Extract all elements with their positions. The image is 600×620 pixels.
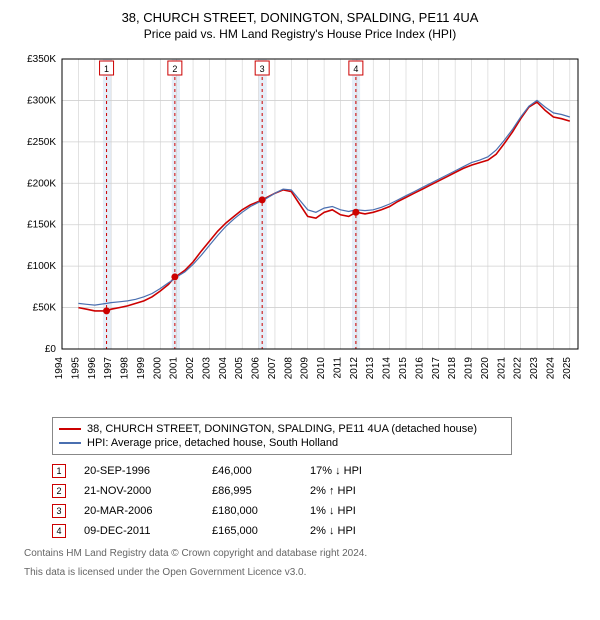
sale-price: £86,995 [212,485,292,497]
footnote-1: Contains HM Land Registry data © Crown c… [24,547,588,560]
svg-text:1998: 1998 [120,357,131,380]
sale-date: 21-NOV-2000 [84,485,194,497]
svg-text:£0: £0 [45,344,57,355]
svg-text:2000: 2000 [152,357,163,380]
legend-swatch-price [59,428,81,430]
sale-marker: 4 [52,524,66,538]
svg-text:2001: 2001 [169,357,180,380]
svg-text:2: 2 [172,64,177,74]
svg-text:2005: 2005 [234,357,245,380]
svg-text:2007: 2007 [267,357,278,380]
legend-label-price: 38, CHURCH STREET, DONINGTON, SPALDING, … [87,423,477,435]
svg-text:2016: 2016 [414,357,425,380]
legend-box: 38, CHURCH STREET, DONINGTON, SPALDING, … [52,417,512,455]
sale-price: £165,000 [212,525,292,537]
svg-text:1995: 1995 [70,357,81,380]
sale-marker: 1 [52,464,66,478]
sales-list: 1 20-SEP-1996 £46,000 17% ↓ HPI 2 21-NOV-2000… [52,461,552,541]
sale-row: 3 20-MAR-2006 £180,000 1% ↓ HPI [52,501,552,521]
svg-text:2003: 2003 [201,357,212,380]
svg-text:2015: 2015 [398,357,409,380]
svg-text:1996: 1996 [87,357,98,380]
chart-subtitle: Price paid vs. HM Land Registry's House … [12,27,588,41]
legend-swatch-hpi [59,442,81,444]
sale-price: £46,000 [212,465,292,477]
svg-text:£50K: £50K [33,303,57,314]
sale-date: 20-MAR-2006 [84,505,194,517]
svg-text:2002: 2002 [185,357,196,380]
svg-text:£300K: £300K [27,95,56,106]
sale-price: £180,000 [212,505,292,517]
svg-text:2006: 2006 [251,357,262,380]
sale-delta: 2% ↓ HPI [310,525,390,537]
svg-text:2009: 2009 [300,357,311,380]
svg-text:£100K: £100K [27,261,56,272]
svg-text:2019: 2019 [464,357,475,380]
svg-text:2022: 2022 [513,357,524,380]
sale-marker: 3 [52,504,66,518]
svg-text:2018: 2018 [447,357,458,380]
legend-label-hpi: HPI: Average price, detached house, Sout… [87,437,338,449]
svg-text:2025: 2025 [562,357,573,380]
svg-text:£150K: £150K [27,220,56,231]
svg-text:2023: 2023 [529,357,540,380]
svg-text:2004: 2004 [218,357,229,380]
footnote-2: This data is licensed under the Open Gov… [24,566,588,579]
sale-delta: 1% ↓ HPI [310,505,390,517]
sale-delta: 2% ↑ HPI [310,485,390,497]
svg-text:2014: 2014 [382,357,393,380]
svg-text:2017: 2017 [431,357,442,380]
svg-text:1: 1 [104,64,109,74]
sale-date: 09-DEC-2011 [84,525,194,537]
svg-text:1994: 1994 [54,357,65,380]
svg-text:3: 3 [260,64,265,74]
chart-plot-area: £0 £50K £100K £150K £200K £250K £300K £350K 1994… [12,49,588,409]
sale-row: 4 09-DEC-2011 £165,000 2% ↓ HPI [52,521,552,541]
sale-row: 1 20-SEP-1996 £46,000 17% ↓ HPI [52,461,552,481]
svg-text:1997: 1997 [103,357,114,380]
svg-text:£200K: £200K [27,178,56,189]
svg-text:2024: 2024 [545,357,556,380]
svg-text:£250K: £250K [27,137,56,148]
legend-row-price: 38, CHURCH STREET, DONINGTON, SPALDING, … [59,422,505,436]
svg-text:£350K: £350K [27,54,56,65]
svg-text:2008: 2008 [283,357,294,380]
svg-text:2021: 2021 [496,357,507,380]
chart-svg: £0 £50K £100K £150K £200K £250K £300K £350K 1994… [12,49,588,409]
sale-date: 20-SEP-1996 [84,465,194,477]
svg-text:2012: 2012 [349,357,360,380]
sale-marker: 2 [52,484,66,498]
chart-title: 38, CHURCH STREET, DONINGTON, SPALDING, … [12,10,588,25]
sale-row: 2 21-NOV-2000 £86,995 2% ↑ HPI [52,481,552,501]
svg-text:2020: 2020 [480,357,491,380]
svg-text:2010: 2010 [316,357,327,380]
svg-text:2013: 2013 [365,357,376,380]
svg-text:2011: 2011 [332,357,343,379]
chart-container: 38, CHURCH STREET, DONINGTON, SPALDING, … [0,0,600,587]
svg-text:4: 4 [353,64,358,74]
sale-delta: 17% ↓ HPI [310,465,390,477]
svg-text:1999: 1999 [136,357,147,380]
legend-row-hpi: HPI: Average price, detached house, Sout… [59,436,505,450]
